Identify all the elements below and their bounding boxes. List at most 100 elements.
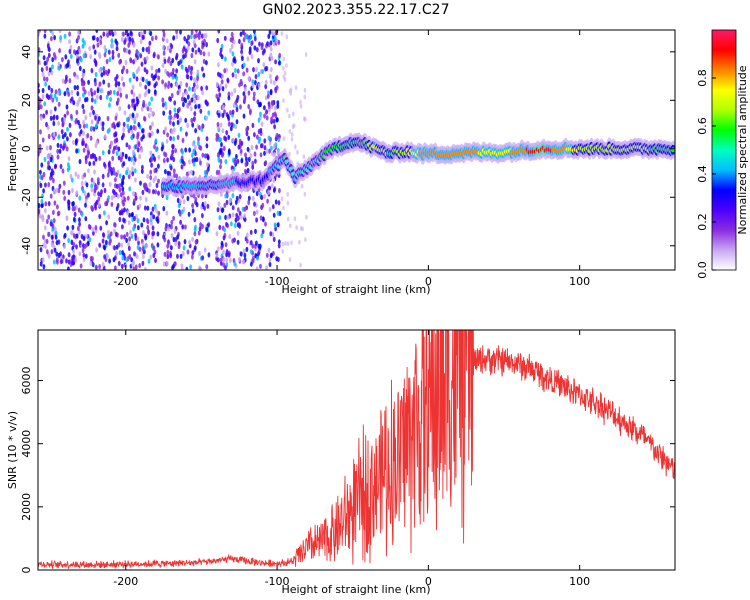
spectrogram-speckle [219,122,223,128]
spectrogram-speckle [164,169,167,175]
spectrogram-speckle [180,263,184,269]
spectrogram-speckle [118,216,122,223]
spectrogram-speckle [102,232,105,238]
spectrogram-speckle [97,116,101,122]
spectrogram-speckle [141,128,144,134]
spectrogram-speckle [173,112,177,118]
spectrogram-speckle [228,198,232,204]
spectrogram-speckle [149,175,153,181]
snr-y-tick-label: 6000 [20,367,33,395]
spectrogram-speckle [219,83,223,89]
spectrogram-speckle [232,102,236,108]
spectrogram-speckle [184,98,188,104]
spectrogram-speckle [153,74,157,80]
spectrogram-speckle [74,257,78,263]
spectrogram-speckle [125,93,128,99]
spectrogram-speckle [75,244,78,250]
spectrogram-speckle [187,41,191,47]
spectrogram-speckle [132,226,136,232]
spectrogram-speckle [184,147,188,153]
spectrogram-speckle [234,199,238,205]
spectrogram-speckle [42,113,46,119]
spectrogram-speckle [190,65,194,72]
spectrogram-speckle [102,70,106,76]
spectrogram-speckle [73,85,77,91]
spectrogram-speckle [277,239,281,245]
spectrogram-speckle [98,67,102,74]
spectrogram-speckle [187,64,191,71]
spectrogram-speckle [103,52,107,58]
spectrogram-speckle [147,81,151,87]
spectrogram-speckle [207,110,211,116]
spectrogram-speckle [179,219,183,225]
spectrogram-speckle [115,183,119,189]
spectrogram-speckle [139,81,142,87]
spectrogram-speckle [192,82,196,88]
spectrogram-speckle [128,36,132,42]
spectrogram-speckle [263,138,267,144]
colorbar-tick-label: 0.6 [696,117,709,135]
spectrogram-speckle [165,261,169,267]
spectrogram-speckle [261,50,265,56]
spectrogram-speckle [85,242,88,248]
spectrogram-speckle [124,59,128,66]
spectrogram-speckle [253,151,257,157]
spectrogram-speckle [151,111,155,117]
spectrogram-speckle [180,209,184,215]
spectrogram-speckle [82,130,85,136]
spectrogram-speckle [199,160,202,166]
spectrogram-speckle [165,210,169,216]
spectrogram-speckle [243,213,247,219]
spectrogram-speckle [172,136,176,142]
spectrogram-speckle [78,49,82,55]
snr-series-line [38,330,675,570]
spectrogram-speckle [132,149,135,155]
spectrogram-speckle [255,47,259,53]
spectrogram-speckle [91,226,95,232]
spectrogram-speckle [122,126,125,133]
spectrogram-speckle [67,205,71,211]
spectrogram-speckle [144,103,148,109]
spectrogram-speckle [203,247,207,253]
spectrogram-speckle [253,210,256,216]
spectrogram-speckle [90,91,94,97]
spectrogram-speckle [64,79,67,85]
spectrogram-speckle [238,38,241,45]
spectrogram-speckle [190,30,194,35]
spectrogram-speckle [240,158,244,164]
spectrogram-speckle [276,103,280,109]
spectrogram-speckle [80,180,84,186]
spectrogram-speckle [171,57,175,64]
spectrogram-speckle [112,257,116,263]
spectrogram-speckle [302,154,306,160]
spectrogram-speckle [132,124,136,131]
spectrogram-speckle [144,84,148,90]
spectrogram-speckle [59,163,63,170]
spectrogram-speckle [109,89,112,95]
spectrogram-speckle [129,57,133,63]
spectrogram-speckle [56,204,59,210]
spectrogram-speckle [236,158,240,164]
spectrogram-speckle [117,86,121,92]
spectrogram-speckle [51,57,55,63]
spectrogram-speckle [142,182,146,188]
spectrogram-speckle [117,81,121,87]
spectrogram-speckle [267,135,271,141]
spectrogram-speckle [38,213,42,219]
spectrogram-speckle [274,59,277,65]
spectrogram-speckle [87,168,90,174]
spectrogram-speckle [70,177,74,183]
spectrogram-speckle [169,60,173,67]
spectrogram-speckle [167,239,170,245]
spectrogram-speckle [186,122,190,129]
spectrogram-speckle [226,214,230,220]
spectrogram-speckle [140,168,144,174]
spectrogram-speckle [193,116,196,122]
spectrogram-speckle [174,241,178,247]
spectrogram-speckle [224,56,227,62]
spectrogram-speckle [205,115,209,121]
spectrogram-speckle [106,234,110,240]
spectrogram-speckle [245,67,249,73]
spectrogram-speckle [233,140,237,146]
spectrogram-speckle [43,156,47,162]
